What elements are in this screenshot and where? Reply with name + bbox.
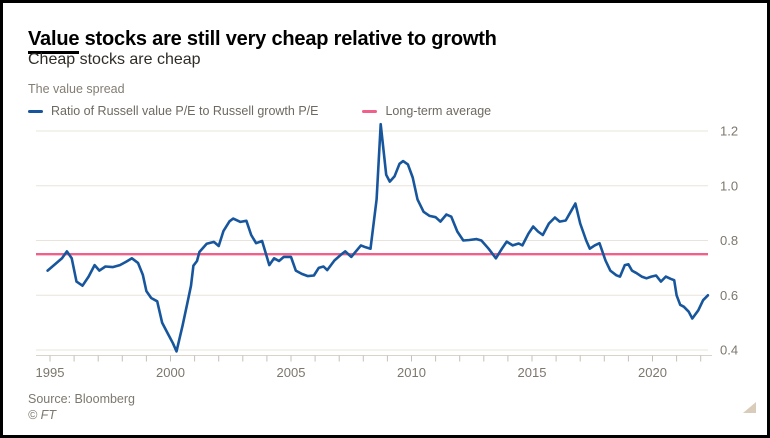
legend-label-ratio: Ratio of Russell value P/E to Russell gr… [51,104,319,118]
title-rest: stocks are still very cheap relative to … [79,28,497,51]
chart-kicker: The value spread [28,82,125,96]
resize-handle-icon[interactable] [743,402,756,413]
value-spread-line-chart: 0.4 0.6 0.8 1.0 1.2 1995 2000 2005 2010 2015 2020 [36,122,738,380]
legend-line-swatch-icon [28,109,43,113]
legend-item-ratio: Ratio of Russell value P/E to Russell gr… [28,104,318,118]
ft-copyright: © FT [28,408,56,422]
legend-label-average: Long-term average [385,104,492,118]
svg-text:2010: 2010 [397,365,426,380]
svg-text:0.4: 0.4 [720,343,738,358]
chart-subtitle: Cheap stocks are cheap [28,51,201,68]
svg-text:1.2: 1.2 [720,124,738,139]
title-underlined-word: Value [28,28,79,55]
svg-text:2000: 2000 [156,365,185,380]
legend-item-average: Long-term average [362,104,491,118]
svg-text:1995: 1995 [36,365,65,380]
svg-text:2005: 2005 [277,365,306,380]
svg-text:0.8: 0.8 [720,233,738,248]
chart-legend: Ratio of Russell value P/E to Russell gr… [28,104,491,118]
svg-text:2015: 2015 [518,365,547,380]
legend-line-swatch-icon [362,109,378,113]
svg-text:1.0: 1.0 [720,178,738,193]
svg-text:2020: 2020 [638,365,667,380]
chart-title: Value stocks are still very cheap relati… [28,28,497,55]
source-note: Source: Bloomberg [28,392,136,406]
svg-text:0.6: 0.6 [720,288,738,303]
